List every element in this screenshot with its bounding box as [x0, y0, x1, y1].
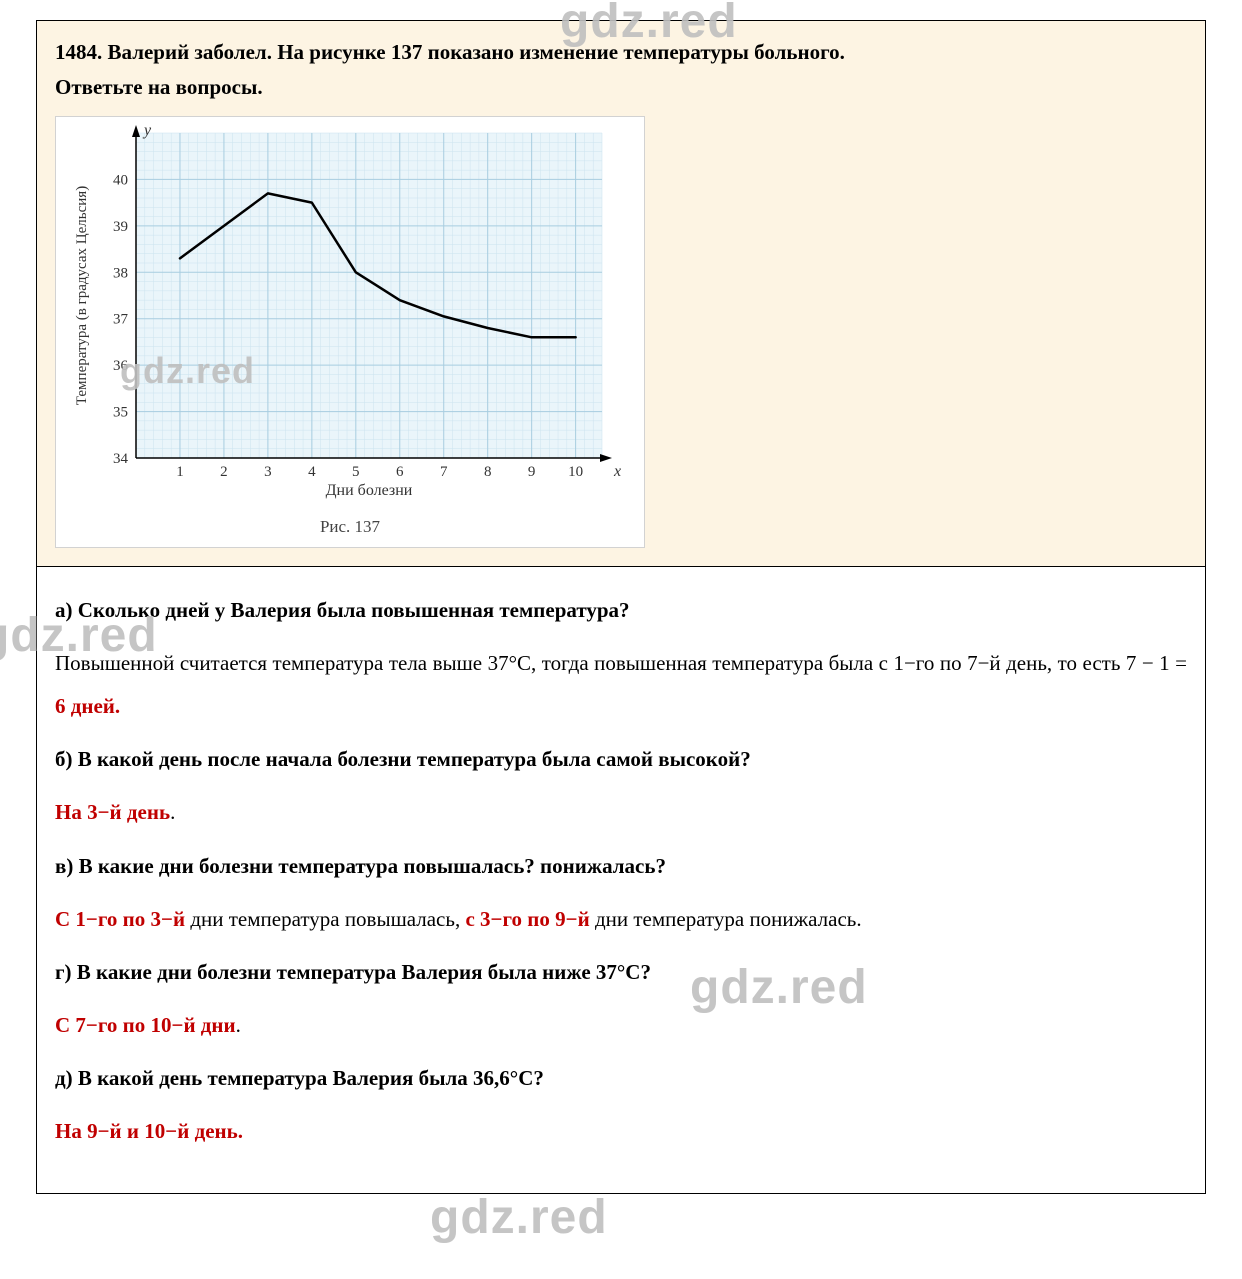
- svg-text:4: 4: [308, 464, 316, 480]
- answer-d-q-text: г) В какие дни болезни температура Валер…: [55, 960, 651, 984]
- answer-b-value: На 3−й день: [55, 800, 170, 824]
- svg-text:39: 39: [113, 219, 128, 235]
- svg-text:36: 36: [113, 358, 129, 374]
- answer-d-value: С 7−го по 10−й дни: [55, 1013, 236, 1037]
- svg-text:5: 5: [352, 464, 360, 480]
- answer-a-value: 6 дней.: [55, 694, 120, 718]
- answer-d-line: С 7−го по 10−й дни.: [55, 1004, 1187, 1047]
- answer-d-question: г) В какие дни болезни температура Валер…: [55, 951, 1187, 994]
- svg-text:10: 10: [568, 464, 583, 480]
- chart-figure: 1234567891034353637383940yxДни болезниТе…: [55, 116, 645, 548]
- answer-e-question: д) В какой день температура Валерия была…: [55, 1057, 1187, 1100]
- svg-text:37: 37: [113, 312, 129, 328]
- answer-c-val1: С 1−го по 3−й: [55, 907, 185, 931]
- svg-text:2: 2: [220, 464, 228, 480]
- svg-text:7: 7: [440, 464, 448, 480]
- svg-text:x: x: [613, 463, 621, 480]
- svg-text:8: 8: [484, 464, 492, 480]
- answer-e-q-text: д) В какой день температура Валерия была…: [55, 1066, 544, 1090]
- svg-text:1: 1: [176, 464, 184, 480]
- svg-text:Температура (в градусах Цельси: Температура (в градусах Цельсия): [74, 186, 90, 405]
- answer-c-line: С 1−го по 3−й дни температура повышалась…: [55, 898, 1187, 941]
- answer-a-exp: Повышенной считается температура тела вы…: [55, 651, 1187, 675]
- question-box: 1484. Валерий заболел. На рисунке 137 по…: [37, 21, 1205, 567]
- figure-caption: Рис. 137: [66, 517, 634, 537]
- answer-c-val2: с 3−го по 9−й: [465, 907, 589, 931]
- svg-text:9: 9: [528, 464, 536, 480]
- svg-text:6: 6: [396, 464, 404, 480]
- exercise-block: 1484. Валерий заболел. На рисунке 137 по…: [36, 20, 1206, 1194]
- answer-a-question: а) Сколько дней у Валерия была повышенна…: [55, 589, 1187, 632]
- chart-area: 1234567891034353637383940yxДни болезниТе…: [66, 123, 632, 513]
- answer-c-question: в) В какие дни болезни температура повыш…: [55, 845, 1187, 888]
- answer-c-q-text: в) В какие дни болезни температура повыш…: [55, 854, 666, 878]
- answer-a-explanation: Повышенной считается температура тела вы…: [55, 642, 1187, 728]
- answers-box: а) Сколько дней у Валерия была повышенна…: [37, 567, 1205, 1193]
- question-number: 1484.: [55, 40, 102, 64]
- question-body-1: Валерий заболел. На рисунке 137 показано…: [108, 40, 845, 64]
- answer-a-q-text: а) Сколько дней у Валерия была повышенна…: [55, 598, 630, 622]
- watermark-text: gdz.red: [430, 1190, 608, 1245]
- answer-b-line: На 3−й день.: [55, 791, 1187, 834]
- answer-d-dot: .: [236, 1013, 241, 1037]
- svg-text:y: y: [142, 123, 152, 139]
- svg-text:3: 3: [264, 464, 272, 480]
- answer-b-q-text: б) В какой день после начала болезни тем…: [55, 747, 751, 771]
- answer-b-dot: .: [170, 800, 175, 824]
- answer-c-mid: дни температура повышалась,: [185, 907, 465, 931]
- page: 1484. Валерий заболел. На рисунке 137 по…: [0, 0, 1242, 1279]
- question-body-2: Ответьте на вопросы.: [55, 75, 263, 99]
- question-text: 1484. Валерий заболел. На рисунке 137 по…: [55, 35, 1187, 104]
- answer-e-value: На 9−й и 10−й день.: [55, 1119, 243, 1143]
- svg-text:35: 35: [113, 405, 128, 421]
- answer-c-tail: дни температура понижалась.: [590, 907, 862, 931]
- svg-text:34: 34: [113, 451, 129, 467]
- svg-text:Дни болезни: Дни болезни: [326, 482, 413, 499]
- svg-text:38: 38: [113, 266, 128, 282]
- answer-b-question: б) В какой день после начала болезни тем…: [55, 738, 1187, 781]
- answer-e-line: На 9−й и 10−й день.: [55, 1110, 1187, 1153]
- svg-text:40: 40: [113, 173, 128, 189]
- temperature-chart: 1234567891034353637383940yxДни болезниТе…: [66, 123, 632, 513]
